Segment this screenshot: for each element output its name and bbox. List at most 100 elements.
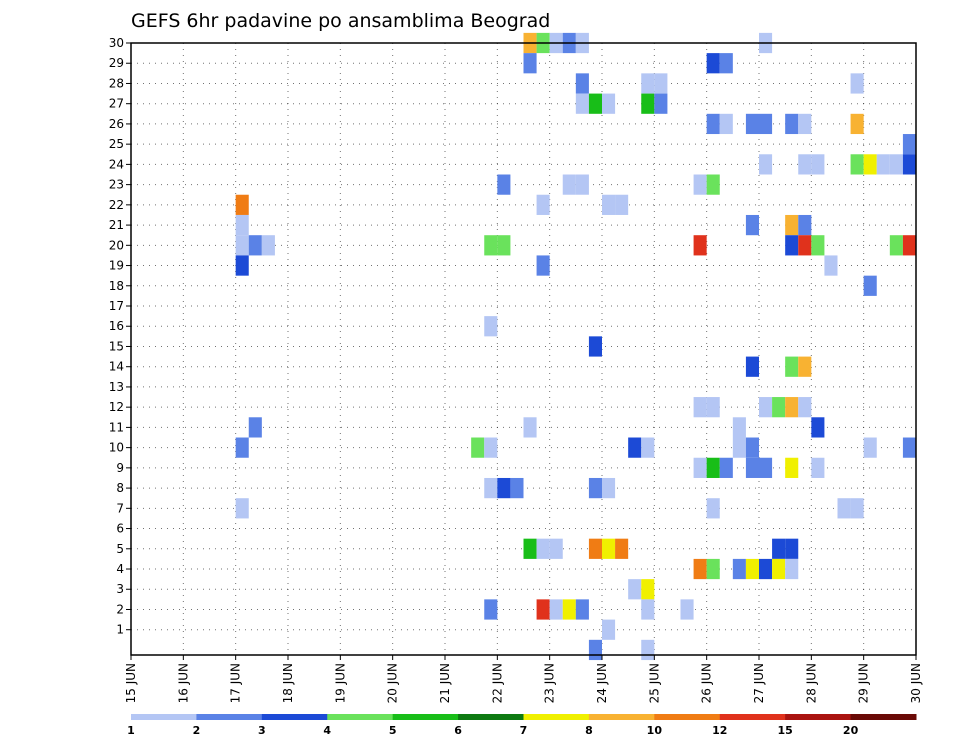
legend-swatch [654, 714, 721, 720]
heatmap-cell [706, 397, 720, 418]
heatmap-cell [235, 437, 249, 458]
x-tick-label: 30 JUN [909, 663, 923, 703]
y-tick-label: 2 [116, 602, 124, 616]
heatmap-cell [641, 93, 655, 114]
heatmap-cell [510, 477, 524, 499]
heatmap-cell [641, 579, 655, 600]
x-tick-label: 16 JUN [176, 663, 190, 703]
legend-swatch [719, 714, 786, 720]
heatmap-cell [235, 255, 249, 276]
y-tick-label: 4 [116, 562, 124, 576]
heatmap-cell [902, 235, 916, 256]
heatmap-cell [575, 599, 589, 620]
heatmap-cell [811, 457, 825, 478]
heatmap-cell [235, 194, 249, 215]
heatmap-cell [745, 457, 759, 478]
x-tick-label: 24 JUN [595, 663, 609, 703]
heatmap-cell [902, 437, 916, 458]
heatmap-cell [497, 477, 511, 499]
heatmap-cell [248, 235, 262, 256]
y-tick-label: 18 [109, 279, 124, 293]
heatmap-cell [798, 154, 812, 175]
legend-swatch [588, 714, 655, 720]
heatmap-cell [549, 538, 563, 559]
legend-label: 2 [193, 724, 201, 737]
legend-swatch [458, 714, 524, 720]
heatmap-cell [536, 194, 550, 215]
heatmap-cell [798, 356, 812, 377]
legend-label: 7 [520, 724, 528, 737]
heatmap-cell [628, 579, 642, 600]
heatmap-cell [745, 437, 759, 458]
heatmap-cell [549, 599, 563, 620]
y-tick-label: 29 [109, 56, 124, 70]
x-tick-label: 17 JUN [229, 663, 243, 703]
heatmap-cell [615, 194, 629, 215]
y-tick-label: 5 [116, 542, 124, 556]
y-axis-ticks: 1234567891011121314151617181920212223242… [109, 36, 131, 637]
legend-swatch [327, 714, 394, 720]
x-tick-label: 19 JUN [333, 663, 347, 703]
heatmap-cell [588, 639, 602, 661]
y-tick-label: 15 [109, 339, 124, 353]
heatmap-cell [523, 417, 537, 438]
plot-frame [130, 42, 917, 656]
y-tick-label: 25 [109, 137, 124, 151]
x-tick-label: 28 JUN [804, 663, 818, 703]
x-tick-label: 29 JUN [857, 663, 871, 703]
heatmap-cell [654, 73, 668, 94]
heatmap-cell [680, 599, 694, 620]
heatmap-cell [693, 558, 707, 580]
y-tick-label: 19 [109, 259, 124, 273]
heatmap-cell [772, 558, 786, 580]
heatmap-cell [759, 154, 773, 175]
legend-label: 15 [778, 724, 793, 737]
legend-label: 20 [843, 724, 859, 737]
heatmap-cell [785, 356, 799, 377]
legend-swatch [392, 714, 459, 720]
heatmap-cell [863, 154, 877, 175]
heatmap-cell [732, 417, 746, 438]
heatmap-cell [615, 538, 629, 559]
heatmap-cell [876, 154, 890, 175]
heatmap-cell [523, 53, 537, 74]
chart-title: GEFS 6hr padavine po ansamblima Beograd [131, 10, 550, 32]
heatmap-cell [785, 214, 799, 236]
heatmap-cell [641, 639, 655, 661]
heatmap-cell [902, 134, 916, 155]
heatmap-cell [745, 356, 759, 377]
legend-label: 3 [258, 724, 266, 737]
x-tick-label: 25 JUN [647, 663, 661, 703]
heatmap-cell [693, 235, 707, 256]
y-tick-label: 6 [116, 522, 124, 536]
heatmap-cell [235, 214, 249, 236]
heatmap-cell [602, 194, 616, 215]
heatmap-cell [562, 599, 576, 620]
heatmap-cell [719, 113, 733, 135]
y-tick-label: 13 [109, 380, 124, 394]
heatmap-cell [785, 558, 799, 580]
heatmap-cell [588, 538, 602, 559]
x-tick-label: 26 JUN [700, 663, 714, 703]
x-tick-label: 21 JUN [438, 663, 452, 703]
y-tick-label: 23 [109, 178, 124, 192]
y-tick-label: 12 [109, 400, 124, 414]
heatmap-cell [523, 538, 537, 559]
heatmap-cell [641, 437, 655, 458]
legend-swatch [131, 714, 197, 720]
y-tick-label: 26 [109, 117, 124, 131]
heatmap-cell [811, 154, 825, 175]
x-tick-label: 20 JUN [386, 663, 400, 703]
heatmap-cell [798, 397, 812, 418]
heatmap-cell [759, 558, 773, 580]
heatmap-cell [863, 437, 877, 458]
heatmap-cell [785, 235, 799, 256]
heatmap-cell [471, 437, 485, 458]
heatmap-cell [811, 417, 825, 438]
legend-swatch [261, 714, 328, 720]
heatmap-cell [759, 457, 773, 478]
heatmap-cell [602, 93, 616, 114]
heatmap-cell [798, 235, 812, 256]
heatmap-cell [759, 113, 773, 135]
